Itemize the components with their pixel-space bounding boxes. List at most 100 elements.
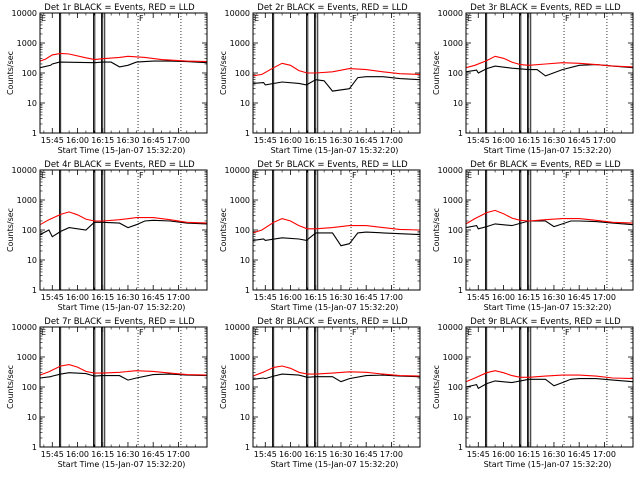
marker-label-f: F — [139, 171, 144, 180]
series-lld-line — [252, 218, 421, 234]
series-events-line — [465, 378, 634, 390]
y-tick-label: 1 — [245, 129, 250, 138]
x-tick-label: 16:15 — [91, 136, 114, 145]
x-tick-label: 16:30 — [329, 136, 352, 145]
x-tick-label: 15:45 — [467, 136, 490, 145]
y-tick-label: 10000 — [438, 323, 463, 332]
x-tick-label: 16:45 — [568, 136, 591, 145]
plot-frame — [39, 169, 208, 291]
series-lld-line — [465, 370, 634, 383]
y-tick-label: 100 — [235, 226, 250, 235]
x-tick-label: 17:00 — [167, 293, 190, 302]
y-tick-label: 1000 — [17, 39, 37, 48]
x-tick-label: 16:45 — [355, 136, 378, 145]
y-axis-label: Counts/sec — [219, 365, 228, 409]
series-events-line — [252, 373, 421, 383]
y-tick-label: 1 — [32, 129, 37, 138]
x-tick-label: 17:00 — [380, 136, 403, 145]
panel-title: Det 8r BLACK = Events, RED = LLD — [257, 317, 408, 327]
y-tick-label: 1000 — [443, 196, 463, 205]
marker-label-f: F — [352, 14, 357, 23]
x-tick-label: 16:15 — [304, 450, 327, 459]
series-events-line — [252, 231, 421, 247]
x-tick-label: 16:00 — [279, 450, 302, 459]
x-tick-label: 17:00 — [167, 136, 190, 145]
x-tick-label: 16:45 — [142, 293, 165, 302]
x-tick-label: 16:15 — [517, 136, 540, 145]
x-tick-label: 16:45 — [355, 450, 378, 459]
panel-title: Det 1r BLACK = Events, RED = LLD — [44, 3, 195, 13]
y-tick-label: 1000 — [17, 196, 37, 205]
series-lld-line — [252, 62, 421, 77]
plot-frame — [252, 326, 421, 448]
y-tick-label: 10 — [240, 99, 250, 108]
y-axis-label: Counts/sec — [219, 208, 228, 252]
plot-frame — [465, 326, 634, 448]
x-tick-label: 16:45 — [568, 293, 591, 302]
y-tick-label: 10 — [27, 99, 37, 108]
marker-label-f: F — [352, 171, 357, 180]
y-tick-label: 1000 — [230, 196, 250, 205]
x-tick-label: 16:45 — [142, 450, 165, 459]
marker-label-f: F — [565, 328, 570, 337]
x-tick-label: 16:45 — [568, 450, 591, 459]
x-tick-label: 16:00 — [492, 136, 515, 145]
x-tick-label: 15:45 — [41, 136, 64, 145]
x-axis-label: Start Time (15-Jan-07 15:32:20) — [271, 146, 399, 155]
y-tick-label: 10000 — [438, 166, 463, 175]
y-tick-label: 10 — [27, 256, 37, 265]
y-axis-label: Counts/sec — [432, 51, 441, 95]
y-tick-label: 10 — [240, 256, 250, 265]
y-tick-label: 100 — [448, 69, 463, 78]
series-lld-line — [39, 211, 208, 226]
x-tick-label: 16:15 — [91, 450, 114, 459]
marker-label-e: E — [254, 14, 259, 23]
marker-label-f: F — [565, 171, 570, 180]
x-axis-label: Start Time (15-Jan-07 15:32:20) — [484, 303, 612, 312]
x-tick-label: 16:15 — [304, 293, 327, 302]
x-tick-label: 16:30 — [116, 136, 139, 145]
x-tick-label: 16:00 — [279, 293, 302, 302]
y-tick-label: 1 — [458, 286, 463, 295]
x-axis-label: Start Time (15-Jan-07 15:32:20) — [484, 146, 612, 155]
x-tick-label: 16:30 — [542, 136, 565, 145]
series-lld-line — [39, 364, 208, 376]
y-tick-label: 10000 — [225, 9, 250, 18]
marker-label-e: E — [467, 14, 472, 23]
panel-det-9: Det 9r BLACK = Events, RED = LLD Counts/s… — [432, 317, 634, 469]
y-tick-label: 1000 — [17, 353, 37, 362]
x-tick-label: 15:45 — [467, 450, 490, 459]
y-tick-label: 10000 — [12, 323, 37, 332]
y-tick-label: 1 — [32, 443, 37, 452]
y-tick-label: 1000 — [443, 353, 463, 362]
x-tick-label: 15:45 — [467, 293, 490, 302]
x-axis-label: Start Time (15-Jan-07 15:32:20) — [484, 460, 612, 469]
y-tick-label: 100 — [235, 383, 250, 392]
panel-title: Det 5r BLACK = Events, RED = LLD — [257, 160, 408, 170]
plot-frame — [39, 326, 208, 448]
x-tick-label: 16:00 — [66, 136, 89, 145]
y-tick-label: 1 — [458, 443, 463, 452]
y-tick-label: 100 — [22, 226, 37, 235]
x-tick-label: 15:45 — [254, 450, 277, 459]
x-tick-label: 17:00 — [380, 293, 403, 302]
x-tick-label: 16:00 — [279, 136, 302, 145]
panel-det-7: Det 7r BLACK = Events, RED = LLD Counts/s… — [6, 317, 208, 469]
y-axis-label: Counts/sec — [6, 365, 15, 409]
x-axis-label: Start Time (15-Jan-07 15:32:20) — [58, 460, 186, 469]
panel-det-6: Det 6r BLACK = Events, RED = LLD Counts/s… — [432, 160, 634, 312]
y-tick-label: 1 — [32, 286, 37, 295]
marker-label-f: F — [565, 14, 570, 23]
panel-det-2: Det 2r BLACK = Events, RED = LLD Counts/s… — [219, 3, 421, 155]
x-tick-label: 16:00 — [492, 293, 515, 302]
y-tick-label: 100 — [235, 69, 250, 78]
y-axis-label: Counts/sec — [432, 208, 441, 252]
x-tick-label: 17:00 — [380, 450, 403, 459]
x-tick-label: 16:15 — [304, 136, 327, 145]
plot-frame — [465, 12, 634, 134]
series-events-line — [252, 76, 421, 92]
x-tick-label: 16:15 — [517, 293, 540, 302]
x-tick-label: 16:00 — [66, 293, 89, 302]
